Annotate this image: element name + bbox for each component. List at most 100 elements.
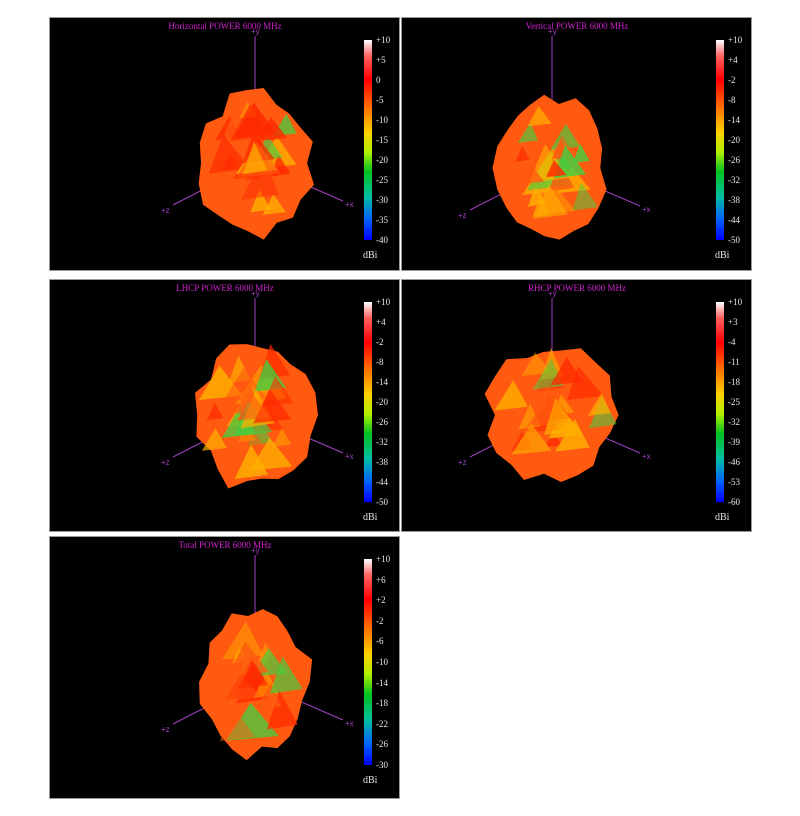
axis-label-left: +z — [458, 211, 467, 220]
chart-title: RHCP POWER 6000 MHz — [528, 283, 626, 293]
chart-title: Total POWER 6000 MHz — [178, 540, 272, 550]
colorbar-tick-label: +10 — [376, 35, 391, 45]
colorbar-tick-label: +2 — [376, 595, 386, 606]
surface-facet — [230, 104, 268, 141]
colorbar-tick-label: -15 — [376, 135, 388, 145]
colorbar — [716, 302, 724, 502]
colorbar-tick-label: -25 — [728, 397, 740, 407]
axis-label-up: +y — [251, 289, 260, 298]
colorbar-ticks: +10 +6 +2 -2 -6 -10 -14 -18 -22 -26 -30 — [376, 554, 399, 770]
surface-facet — [533, 184, 568, 219]
radiation-pattern-plot: +y +x +z — [458, 27, 651, 240]
panel-vertical: Vertical POWER 6000 MHz +y +x +z +10 +4 -2 -8 -1… — [401, 17, 752, 271]
colorbar-tick-label: -38 — [728, 195, 740, 205]
surface-facet — [269, 656, 303, 694]
colorbar-tick-label: -4 — [728, 337, 736, 347]
colorbar-tick-label: -50 — [376, 497, 388, 507]
colorbar-tick-label: -26 — [376, 739, 388, 750]
colorbar-tick-label: -39 — [728, 437, 740, 447]
surface-facet — [550, 357, 583, 386]
colorbar-tick-label: -20 — [376, 397, 388, 407]
radiation-pattern-plot: +y +x +z — [161, 289, 354, 489]
colorbar-tick-label: -26 — [728, 155, 740, 165]
chart-title: Horizontal POWER 6000 MHz — [168, 21, 282, 31]
axis-label-left: +z — [161, 458, 170, 467]
surface-facet — [257, 116, 288, 142]
surface-facet — [572, 182, 599, 211]
colorbar-tick-label: +3 — [728, 317, 738, 327]
axis-label-up: +y — [251, 27, 260, 36]
surface-facet — [249, 437, 293, 471]
panel-rhcp: RHCP POWER 6000 MHz +y +x +z +10 +3 -4 -11 -18 -2… — [401, 279, 752, 532]
surface-facet — [544, 398, 579, 435]
colorbar-tick-label: -20 — [376, 155, 388, 165]
radiation-pattern-plot: +y +x +z — [458, 289, 651, 483]
chart-title: Vertical POWER 6000 MHz — [525, 21, 629, 31]
axis-label-left: +z — [161, 725, 170, 734]
axis-label-left: +z — [458, 458, 467, 467]
surface-facet — [242, 141, 268, 175]
colorbar-ticks: +10 +4 -2 -8 -14 -20 -26 -32 -38 -44 -50 — [728, 35, 751, 245]
colorbar — [364, 559, 372, 765]
colorbar-tick-label: -38 — [376, 457, 388, 467]
colorbar-tick-label: -18 — [728, 377, 740, 387]
colorbar-tick-label: -60 — [728, 497, 740, 507]
surface-facet — [521, 164, 545, 185]
axis-label-right: +x — [345, 719, 354, 728]
radiation-pattern-plot: +y +x +z — [161, 27, 354, 240]
colorbar-unit: dBi — [363, 512, 378, 523]
colorbar — [716, 40, 724, 240]
axis-label-right: +x — [345, 452, 354, 461]
axis-label-left: +z — [161, 206, 170, 215]
colorbar-tick-label: -2 — [376, 615, 384, 626]
surface-facet — [266, 690, 298, 730]
panel-lhcp: LHCP POWER 6000 MHz +y +x +z +10 +4 -2 -8 -14 -20… — [49, 279, 400, 532]
colorbar — [364, 302, 372, 502]
surface-facet — [236, 393, 271, 421]
colorbar-tick-label: -14 — [376, 677, 388, 688]
colorbar-tick-label: -35 — [376, 215, 388, 225]
surface-facet — [219, 706, 255, 742]
colorbar-tick-label: -10 — [376, 115, 388, 125]
colorbar — [364, 40, 372, 240]
axis-label-right: +x — [345, 200, 354, 209]
surface-facet — [221, 621, 264, 660]
colorbar-tick-label: -5 — [376, 95, 384, 105]
colorbar-tick-label: -32 — [728, 175, 740, 185]
colorbar-tick-label: -10 — [376, 657, 388, 667]
colorbar-tick-label: -8 — [376, 357, 384, 367]
surface-facet — [587, 393, 611, 416]
surface-facet — [201, 428, 227, 451]
surface-facet — [235, 628, 260, 651]
colorbar-ticks: +10 +4 -2 -8 -14 -20 -26 -32 -38 -44 -50 — [376, 297, 399, 507]
colorbar-tick-label: -6 — [376, 636, 384, 647]
surface-facet — [272, 428, 292, 447]
colorbar-tick-label: -20 — [728, 135, 740, 145]
colorbar-tick-label: -14 — [728, 115, 740, 125]
colorbar-tick-label: +10 — [728, 297, 743, 307]
colorbar-tick-label: -32 — [728, 417, 740, 427]
surface-facet — [515, 145, 530, 162]
surface-facet — [250, 189, 271, 213]
colorbar-tick-label: -2 — [376, 337, 384, 347]
colorbar-tick-label: -2 — [728, 75, 736, 85]
colorbar-tick-label: -50 — [728, 235, 740, 245]
colorbar-tick-label: -30 — [376, 195, 388, 205]
surface-facet — [527, 106, 552, 127]
surface-facet — [240, 158, 280, 200]
colorbar-unit: dBi — [715, 250, 730, 261]
colorbar-tick-label: -8 — [728, 95, 736, 105]
colorbar-tick-label: 0 — [376, 75, 381, 85]
radiation-pattern-plot: +y +x +z — [161, 546, 354, 761]
colorbar-tick-label: -32 — [376, 437, 388, 447]
surface-facet — [234, 444, 269, 479]
surface-facet — [261, 375, 294, 407]
colorbar-ticks: +10 +3 -4 -11 -18 -25 -32 -39 -46 -53 -60 — [728, 297, 751, 507]
surface-facet — [242, 659, 264, 682]
axis-label-up: +y — [548, 27, 557, 36]
axis-label-up: +y — [251, 546, 260, 555]
colorbar-unit: dBi — [363, 775, 378, 786]
colorbar-tick-label: +4 — [728, 55, 738, 65]
panel-horizontal: Horizontal POWER 6000 MHz +y +x +z +10 +5 0 -5 -… — [49, 17, 400, 271]
surface-facet — [511, 423, 552, 455]
